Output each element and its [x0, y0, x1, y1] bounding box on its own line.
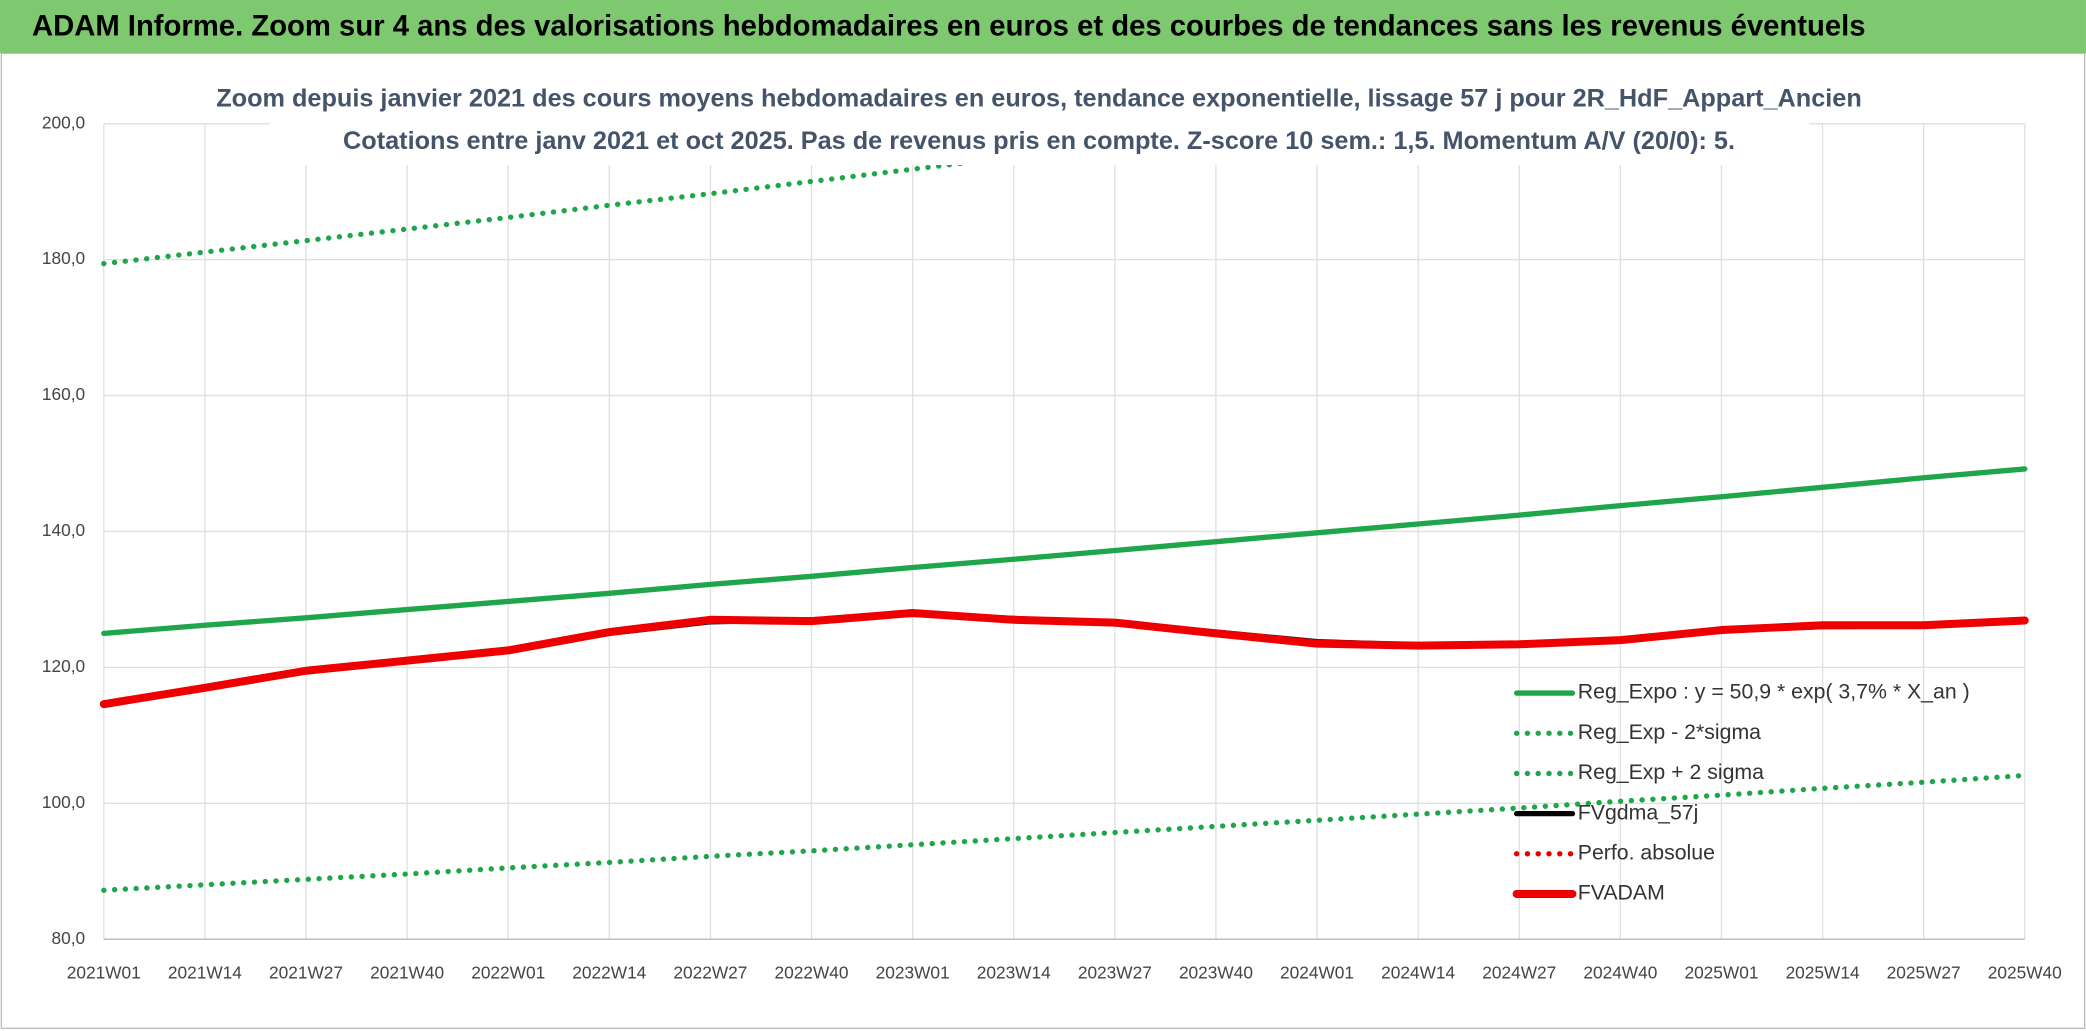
series-line: [101, 117, 1353, 267]
legend-label: Reg_Expo : y = 50,9 * exp( 3,7% * X_an ): [1578, 680, 1970, 704]
x-tick-label: 2024W27: [1482, 962, 1556, 982]
series-line: [99, 609, 2029, 709]
legend-label: Perfo. absolue: [1578, 840, 1715, 864]
x-tick-label: 2021W01: [67, 962, 141, 982]
x-tick-label: 2021W14: [168, 962, 242, 982]
x-tick-label: 2022W27: [673, 962, 747, 982]
chart-title: Zoom depuis janvier 2021 des cours moyen…: [216, 84, 1862, 112]
x-tick-label: 2022W14: [572, 962, 646, 982]
y-tick-label: 160,0: [42, 384, 85, 404]
y-tick-label: 100,0: [42, 792, 85, 812]
legend-label: FVADAM: [1578, 881, 1665, 905]
y-tick-label: 80,0: [52, 928, 86, 948]
banner: [0, 0, 2086, 54]
series-line: [101, 466, 2028, 637]
x-tick-label: 2022W01: [471, 962, 545, 982]
y-tick-label: 180,0: [42, 248, 85, 268]
x-tick-label: 2023W01: [876, 962, 950, 982]
x-tick-label: 2025W14: [1786, 962, 1860, 982]
banner-title: ADAM Informe. Zoom sur 4 ans des valoris…: [32, 11, 1866, 43]
series-line: [101, 772, 2028, 893]
x-tick-label: 2023W40: [1179, 962, 1253, 982]
title-box: [270, 79, 1810, 165]
x-tick-label: 2023W27: [1078, 962, 1152, 982]
x-tick-label: 2024W40: [1583, 962, 1657, 982]
legend: Reg_Expo : y = 50,9 * exp( 3,7% * X_an )…: [1512, 680, 1970, 905]
x-tick-label: 2024W14: [1381, 962, 1455, 982]
x-tick-label: 2025W27: [1887, 962, 1961, 982]
y-tick-label: 200,0: [42, 112, 85, 132]
x-tick-label: 2023W14: [977, 962, 1051, 982]
legend-label: Reg_Exp - 2*sigma: [1578, 720, 1761, 744]
x-tick-label: 2025W01: [1684, 962, 1758, 982]
x-tick-label: 2022W40: [775, 962, 849, 982]
y-tick-label: 120,0: [42, 656, 85, 676]
x-tick-label: 2024W01: [1280, 962, 1354, 982]
x-tick-label: 2025W40: [1988, 962, 2062, 982]
legend-label: FVgdma_57j: [1578, 800, 1699, 824]
legend-label: Reg_Exp + 2 sigma: [1578, 760, 1764, 784]
x-tick-label: 2021W40: [370, 962, 444, 982]
y-tick-label: 140,0: [42, 520, 85, 540]
plot: 80,0 100,0 120,0 140,0 160,0 180,0 200,0 2021W0…: [42, 112, 2062, 982]
x-tick-label: 2021W27: [269, 962, 343, 982]
chart-subtitle: Cotations entre janv 2021 et oct 2025. P…: [343, 127, 1735, 155]
